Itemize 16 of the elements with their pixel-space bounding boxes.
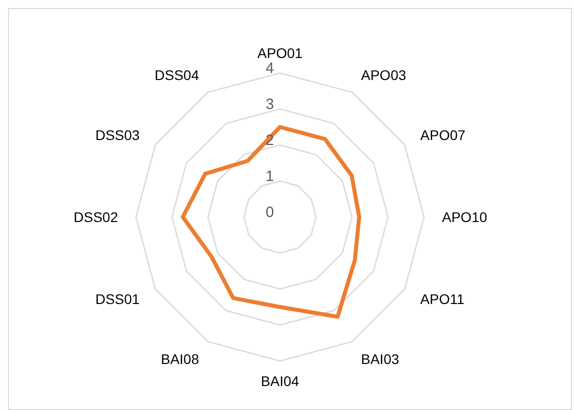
- spoke-label: APO10: [442, 209, 488, 225]
- spoke-label: BAI03: [361, 351, 400, 368]
- spoke-label: APO11: [420, 291, 465, 307]
- spoke-label: APO01: [257, 45, 303, 61]
- spoke-label: DSS03: [95, 127, 140, 143]
- spoke-label: BAI04: [260, 373, 300, 389]
- spoke-label: DSS01: [95, 291, 140, 307]
- spoke-label: BAI08: [160, 351, 200, 368]
- y-tick-label: 3: [266, 96, 274, 113]
- spoke-label: DSS04: [154, 66, 200, 83]
- spoke-label: APO07: [420, 127, 466, 143]
- y-tick-label: 1: [266, 168, 274, 185]
- y-tick-label: 4: [266, 60, 274, 77]
- spoke-label: APO03: [361, 66, 406, 83]
- spoke-label: DSS02: [74, 209, 118, 225]
- y-tick-label: 0: [266, 204, 274, 221]
